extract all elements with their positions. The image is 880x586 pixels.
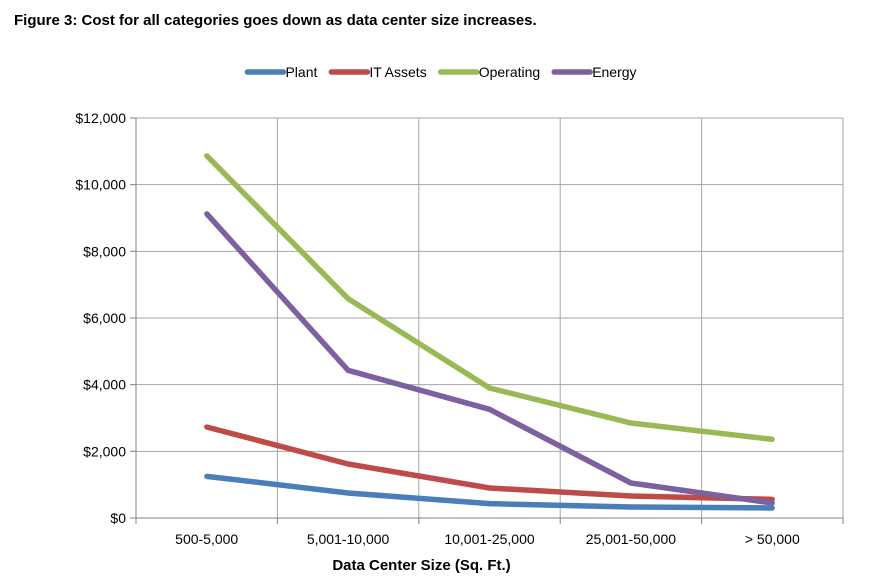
- data-point-operating: [769, 436, 775, 442]
- legend-label: IT Assets: [369, 64, 426, 80]
- data-point-energy: [628, 480, 634, 486]
- data-point-operating: [486, 385, 493, 391]
- series-line-operating: [204, 153, 773, 443]
- y-tick-label: $4,000: [83, 377, 126, 393]
- chart-title: Figure 3: Cost for all categories goes d…: [14, 12, 537, 29]
- legend-label: Plant: [285, 64, 317, 80]
- legend-label: Energy: [592, 64, 636, 80]
- series-line-energy: [204, 211, 773, 506]
- x-tick-label: 25,001-50,000: [586, 531, 677, 547]
- y-tick-label: $12,000: [75, 110, 126, 126]
- legend-item: Operating: [437, 64, 540, 80]
- x-axis-label: Data Center Size (Sq. Ft.): [332, 557, 510, 574]
- x-tick-label: > 50,000: [745, 531, 800, 547]
- legend-item: Energy: [551, 64, 637, 80]
- x-axis-ticks: 500-5,000 5,001-10,000 10,001-25,000 25,001…: [175, 531, 800, 547]
- data-point-plant: [204, 473, 210, 479]
- data-point-energy: [204, 211, 210, 217]
- data-point-plant: [628, 504, 634, 510]
- data-point-plant: [486, 501, 493, 507]
- data-point-it-assets: [486, 485, 493, 491]
- data-point-operating: [628, 420, 634, 426]
- data-point-plant: [769, 505, 775, 511]
- data-point-it-assets: [628, 493, 634, 499]
- data-point-operating: [345, 296, 351, 302]
- y-tick-label: $6,000: [83, 310, 126, 326]
- legend: Plant IT Assets Operating Energy: [244, 64, 637, 80]
- y-axis-ticks: $0 $2,000 $4,000 $6,000 $8,000 $10,000 $12,000: [75, 110, 126, 526]
- data-point-plant: [345, 490, 351, 496]
- legend-item: IT Assets: [328, 64, 427, 80]
- legend-label: Operating: [479, 64, 540, 80]
- y-tick-label: $8,000: [83, 243, 126, 259]
- y-tick-label: $2,000: [83, 443, 126, 459]
- data-point-energy: [769, 500, 775, 506]
- series-lines: [204, 153, 775, 511]
- x-tick-label: 5,001-10,000: [307, 531, 390, 547]
- data-point-it-assets: [204, 424, 210, 430]
- grid-lines: [136, 117, 844, 519]
- data-point-energy: [345, 367, 351, 373]
- legend-item: Plant: [244, 64, 317, 80]
- data-point-energy: [486, 406, 493, 412]
- data-point-it-assets: [345, 461, 351, 467]
- y-tick-label: $0: [110, 510, 126, 526]
- x-tick-label: 10,001-25,000: [444, 531, 535, 547]
- axes: [130, 117, 844, 524]
- data-point-operating: [204, 153, 210, 159]
- y-tick-label: $10,000: [75, 177, 126, 193]
- x-tick-label: 500-5,000: [175, 531, 238, 547]
